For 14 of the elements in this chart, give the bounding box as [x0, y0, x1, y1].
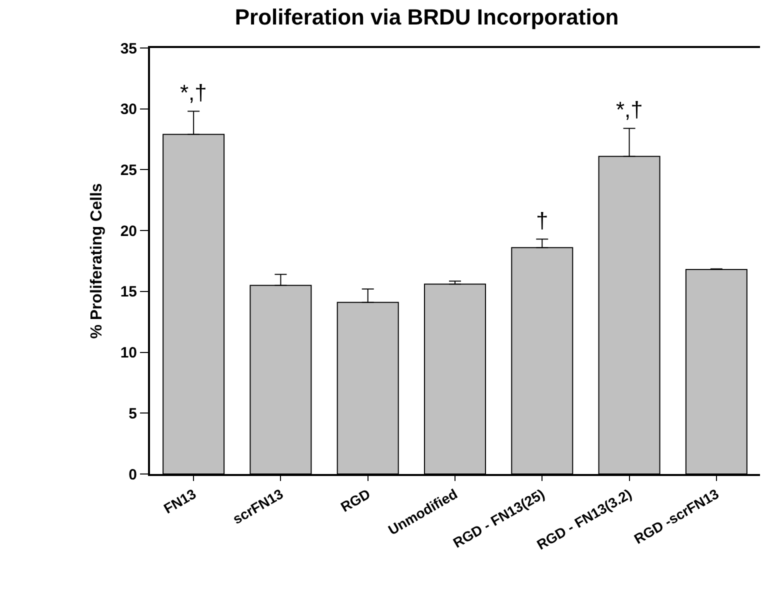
annotation: †: [536, 208, 548, 233]
annotation: *,†: [616, 97, 643, 122]
y-axis-title: % Proliferating Cells: [88, 183, 106, 339]
y-tick-label: 10: [120, 344, 137, 362]
x-tick-label: RGD: [338, 486, 373, 516]
chart-title: Proliferation via BRDU Incorporation: [234, 4, 619, 30]
y-tick-label: 0: [128, 466, 137, 484]
y-tick-label: 20: [120, 222, 137, 240]
y-tick-label: 15: [120, 284, 137, 301]
annotation: *,†: [180, 80, 207, 105]
y-tick-label: 30: [120, 101, 137, 118]
y-tick-label: 5: [128, 405, 137, 422]
y-tick-label: 35: [120, 40, 137, 58]
y-tick-label: 25: [120, 162, 137, 179]
